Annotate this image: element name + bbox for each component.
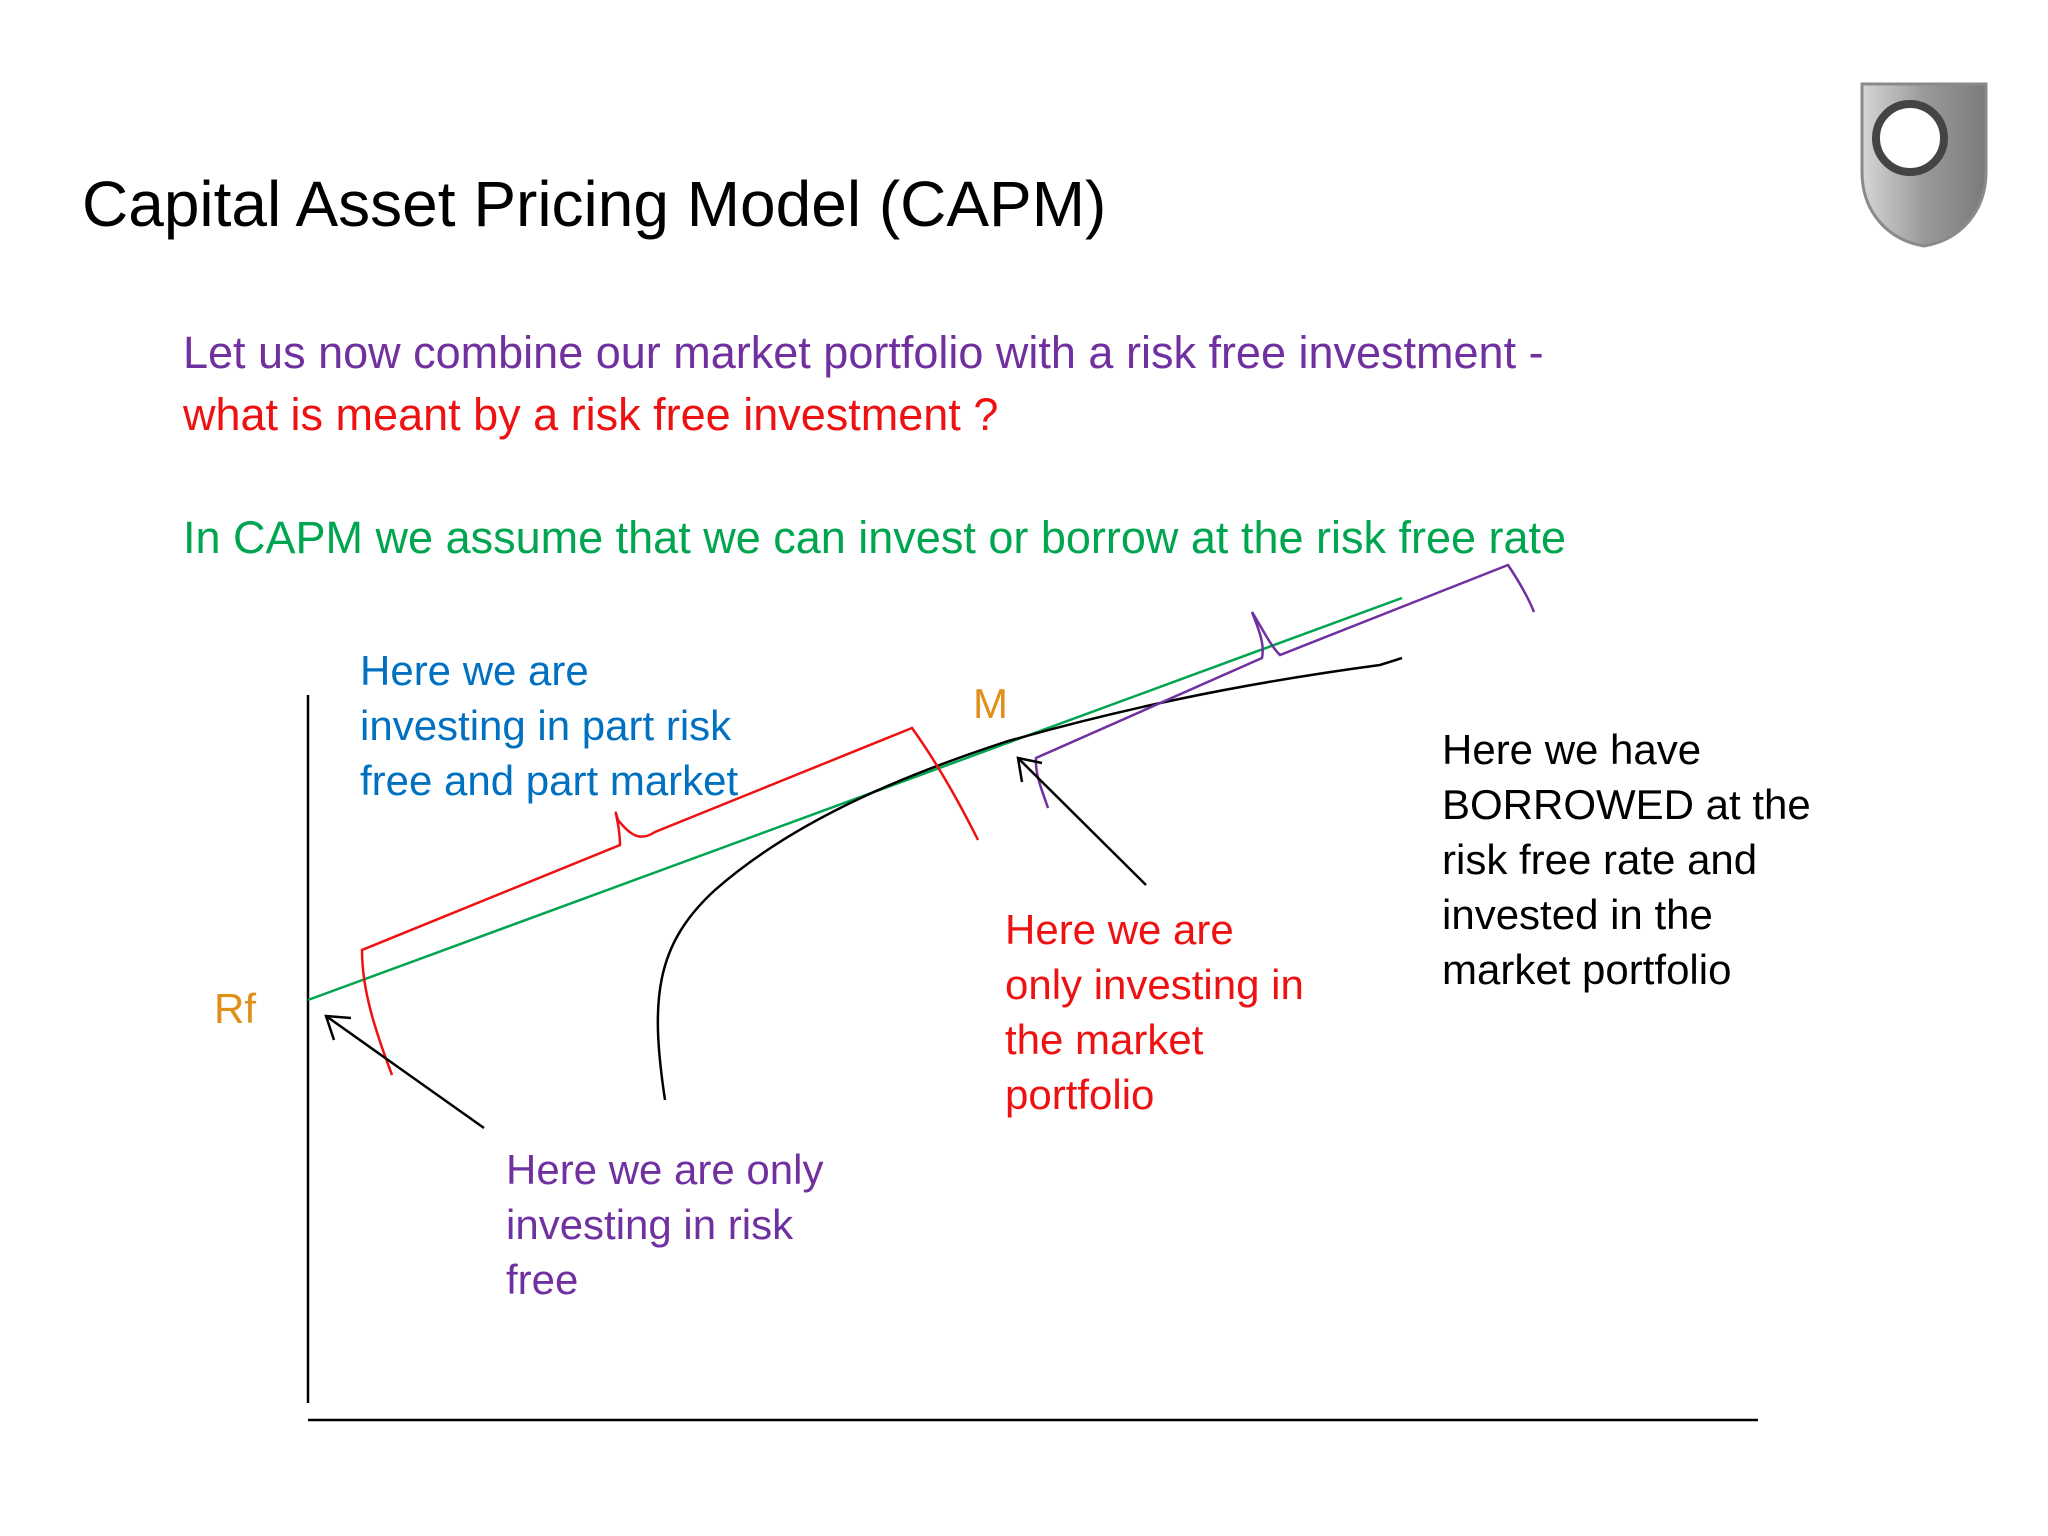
note-only-market: Here we are only investing in the market… (1005, 902, 1304, 1122)
intro-line-purple: Let us now combine our market portfolio … (183, 327, 1544, 378)
arrow-only-market-head (1016, 756, 1043, 783)
note-line: portfolio (1005, 1071, 1155, 1118)
note-line: investing in risk (506, 1201, 794, 1248)
brace-borrowed (1034, 563, 1536, 809)
arrow-only-market (1017, 757, 1147, 886)
slide-title: Capital Asset Pricing Model (CAPM) (82, 168, 1107, 240)
note-line: risk free rate and (1442, 836, 1758, 883)
note-line: BORROWED at the (1442, 781, 1811, 828)
note-part-risk-free: Here we are investing in part risk free … (360, 643, 738, 808)
brace-part-risk-free (360, 726, 980, 1076)
arrow-only-risk-free-head (324, 1014, 352, 1041)
note-only-risk-free: Here we are only investing in risk free (506, 1142, 823, 1307)
efficient-frontier-curve (656, 656, 1403, 1101)
intro-line-green: In CAPM we assume that we can invest or … (183, 512, 1567, 563)
note-line: market portfolio (1442, 946, 1732, 993)
note-line: only investing in (1005, 961, 1304, 1008)
capital-market-line (307, 596, 1403, 1002)
arrow-only-risk-free (325, 1014, 485, 1130)
note-line: Here we are only (506, 1146, 824, 1193)
note-line: free and part market (360, 757, 739, 804)
note-line: Here we are (1005, 906, 1234, 953)
m-label: M (973, 680, 1008, 727)
note-line: invested in the (1442, 891, 1713, 938)
note-line: Here we have (1442, 726, 1702, 773)
note-line: free (506, 1256, 579, 1303)
note-line: the market (1005, 1016, 1204, 1063)
open-university-shield-icon (1860, 82, 1988, 248)
intro-line-red: what is meant by a risk free investment … (183, 389, 999, 440)
note-borrowed: Here we have BORROWED at the risk free r… (1442, 722, 1811, 997)
rf-label: Rf (214, 985, 256, 1032)
note-line: investing in part risk (360, 702, 732, 749)
note-line: Here we are (360, 647, 589, 694)
